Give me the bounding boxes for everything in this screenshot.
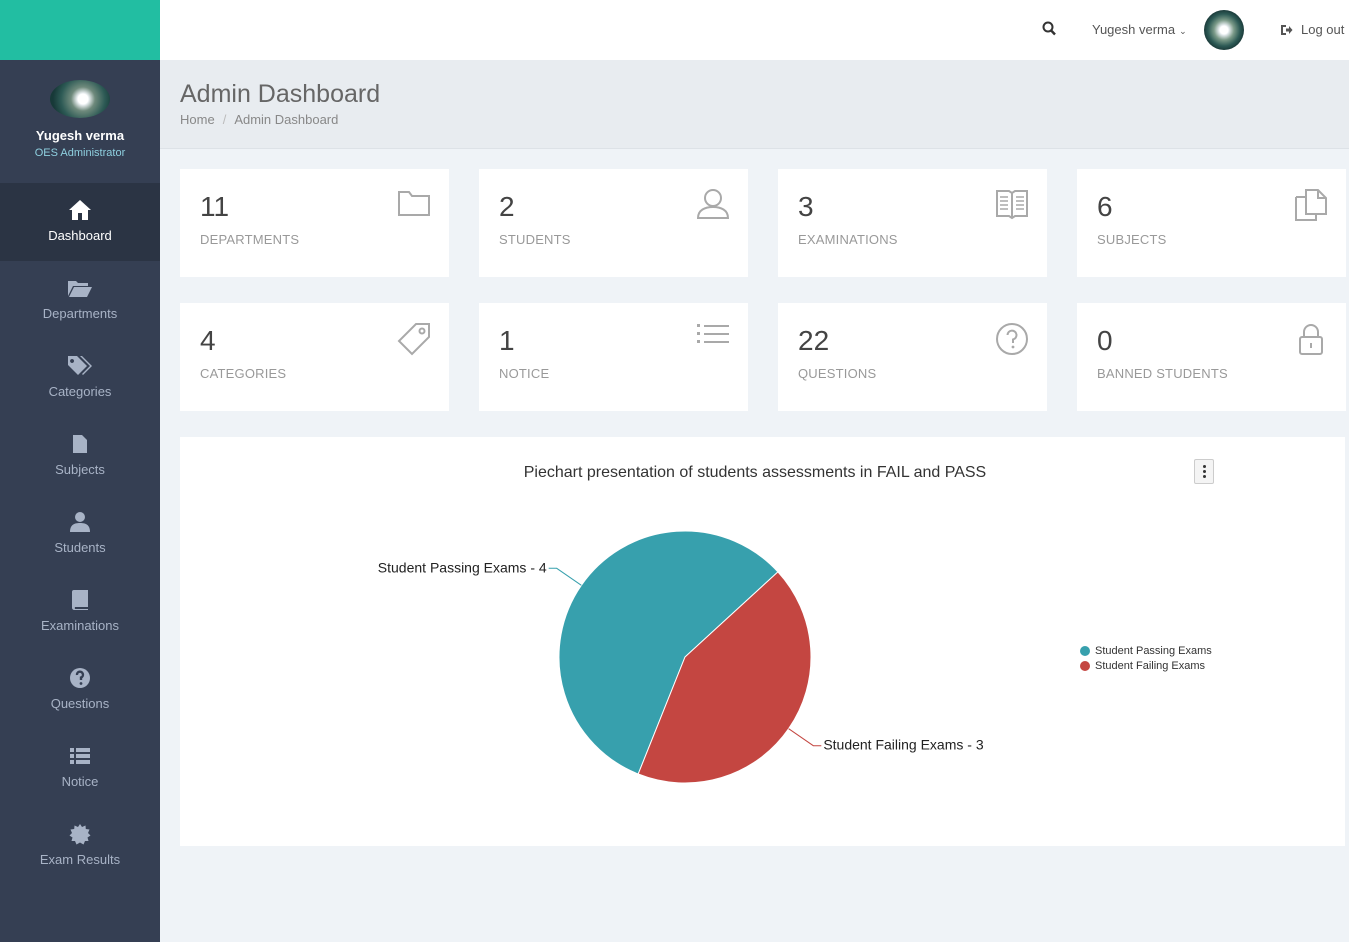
sidebar-item-label: Questions xyxy=(50,696,110,711)
logout-button[interactable]: Log out xyxy=(1280,22,1344,37)
stat-card-students[interactable]: 2 STUDENTS xyxy=(479,169,748,277)
user-name: Yugesh verma xyxy=(1092,22,1176,37)
stat-label: STUDENTS xyxy=(499,232,571,247)
sidebar-item-departments[interactable]: Departments xyxy=(0,261,160,339)
user-menu[interactable]: Yugesh verma ⌄ xyxy=(1092,22,1187,37)
stat-label: DEPARTMENTS xyxy=(200,232,300,247)
lock-icon xyxy=(1299,324,1323,355)
stat-label: EXAMINATIONS xyxy=(798,232,898,247)
stat-label: QUESTIONS xyxy=(798,366,877,381)
sidebar: Yugesh verma OES Administrator Dashboard… xyxy=(0,0,160,942)
stat-card-notice[interactable]: 1 NOTICE xyxy=(479,303,748,411)
chevron-down-icon: ⌄ xyxy=(1179,26,1187,36)
pie-chart-panel: Piechart presentation of students assess… xyxy=(180,437,1345,846)
folder-open-icon xyxy=(68,281,92,297)
breadcrumb-home[interactable]: Home xyxy=(180,112,215,127)
stat-card-subjects[interactable]: 6 SUBJECTS xyxy=(1077,169,1346,277)
breadcrumb-current: Admin Dashboard xyxy=(234,112,339,127)
chart-menu-button[interactable] xyxy=(1194,459,1214,484)
legend-label: Student Passing Exams xyxy=(1095,644,1212,657)
profile-block: Yugesh verma OES Administrator xyxy=(0,60,160,183)
home-icon xyxy=(69,200,91,220)
sidebar-item-exam-results[interactable]: Exam Results xyxy=(0,807,160,885)
logout-label: Log out xyxy=(1301,22,1345,37)
sidebar-item-label: Categories xyxy=(48,384,112,399)
stat-value: 2 xyxy=(499,191,515,222)
page-title: Admin Dashboard xyxy=(180,80,381,108)
tag-icon xyxy=(397,323,430,356)
sidebar-item-label: Examinations xyxy=(40,618,120,633)
list-icon xyxy=(70,748,90,764)
stat-value: 6 xyxy=(1097,191,1113,222)
tags-icon xyxy=(68,356,92,375)
stat-card-examinations[interactable]: 3 EXAMINATIONS xyxy=(778,169,1047,277)
question-circle-icon xyxy=(70,668,90,688)
sidebar-item-label: Departments xyxy=(42,306,118,321)
book-icon xyxy=(72,590,88,610)
pie-slice-failing[interactable] xyxy=(637,571,812,784)
legend-swatch xyxy=(1080,645,1090,656)
legend-item-failing[interactable]: Student Failing Exams xyxy=(1080,658,1212,673)
sidebar-item-subjects[interactable]: Subjects xyxy=(0,417,160,495)
stat-card-categories[interactable]: 4 CATEGORIES xyxy=(180,303,449,411)
slice-label: Student Failing Exams - 3 xyxy=(823,737,984,753)
user-outline-icon xyxy=(696,189,730,219)
slice-leader-line xyxy=(548,567,582,586)
stat-value: 22 xyxy=(798,325,830,356)
sidebar-item-label: Students xyxy=(54,540,106,555)
slice-leader-line xyxy=(788,728,822,747)
profile-name: Yugesh verma xyxy=(35,128,125,143)
search-button[interactable] xyxy=(1042,21,1056,41)
sidebar-item-dashboard[interactable]: Dashboard xyxy=(0,183,160,261)
sidebar-item-categories[interactable]: Categories xyxy=(0,339,160,417)
stat-value: 0 xyxy=(1097,325,1113,356)
sidebar-item-label: Dashboard xyxy=(48,228,112,243)
stat-card-banned-students[interactable]: 0 BANNED STUDENTS xyxy=(1077,303,1346,411)
slice-label: Student Passing Exams - 4 xyxy=(378,559,547,575)
sidebar-item-label: Subjects xyxy=(55,462,105,477)
chart-legend: Student Passing Exams Student Failing Ex… xyxy=(1080,643,1212,673)
stat-value: 3 xyxy=(798,191,814,222)
legend-item-passing[interactable]: Student Passing Exams xyxy=(1080,643,1212,658)
user-icon xyxy=(70,512,90,532)
top-bar: Yugesh verma ⌄ Log out xyxy=(160,0,1349,60)
search-icon xyxy=(1042,21,1056,36)
badge-icon xyxy=(69,824,91,845)
sidebar-item-students[interactable]: Students xyxy=(0,495,160,573)
breadcrumb-separator: / xyxy=(222,112,227,127)
sidebar-item-examinations[interactable]: Examinations xyxy=(0,573,160,651)
top-avatar[interactable] xyxy=(1204,10,1244,50)
folder-icon xyxy=(398,191,430,216)
sidebar-item-questions[interactable]: Questions xyxy=(0,651,160,729)
pie-slice-passing[interactable] xyxy=(558,530,779,775)
breadcrumb: Home / Admin Dashboard xyxy=(180,112,338,127)
stat-value: 4 xyxy=(200,325,216,356)
file-icon xyxy=(73,435,87,453)
legend-swatch xyxy=(1080,660,1090,671)
stat-value: 1 xyxy=(499,325,515,356)
documents-icon xyxy=(1295,189,1327,221)
pie-chart: Student Passing Exams - 4 Student Failing… xyxy=(378,530,984,784)
profile-role: OES Administrator xyxy=(34,147,126,159)
legend-label: Student Failing Exams xyxy=(1095,659,1206,672)
chart-title: Piechart presentation of students assess… xyxy=(523,464,987,481)
sidebar-item-label: Exam Results xyxy=(39,852,121,867)
avatar[interactable] xyxy=(50,80,110,118)
sidebar-item-label: Notice xyxy=(61,774,99,789)
sidebar-item-notice[interactable]: Notice xyxy=(0,729,160,807)
stat-label: SUBJECTS xyxy=(1097,232,1167,247)
page-header: Admin Dashboard Home / Admin Dashboard xyxy=(160,60,1349,149)
stat-label: NOTICE xyxy=(499,366,550,381)
stat-label: CATEGORIES xyxy=(200,366,287,381)
stat-card-departments[interactable]: 11 DEPARTMENTS xyxy=(180,169,449,277)
stat-card-questions[interactable]: 22 QUESTIONS xyxy=(778,303,1047,411)
list-icon xyxy=(697,324,729,343)
sign-out-icon xyxy=(1281,25,1293,35)
stat-value: 11 xyxy=(200,191,230,222)
open-book-icon xyxy=(996,190,1028,220)
stat-label: BANNED STUDENTS xyxy=(1097,366,1228,381)
question-circle-icon xyxy=(996,323,1028,355)
brand-bar xyxy=(0,0,160,60)
